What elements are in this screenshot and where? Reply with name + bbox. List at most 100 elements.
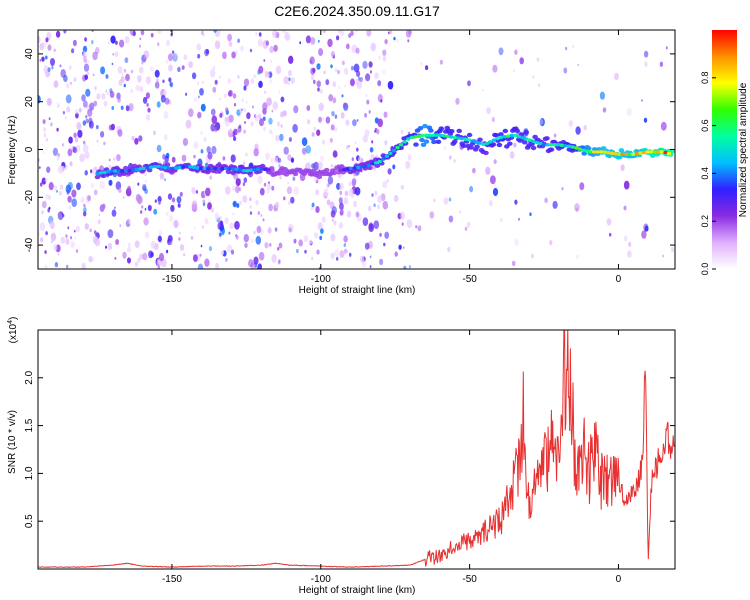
spectrogram-cell <box>87 60 90 64</box>
spectrogram-cell <box>417 225 422 232</box>
spectrogram-cell <box>69 236 73 240</box>
spectrogram-cell <box>275 201 280 209</box>
spectrogram-cell <box>314 232 319 239</box>
spectrogram-cell <box>167 193 173 200</box>
spectrogram-cell <box>120 105 124 111</box>
spectrogram-panel: -150 -100 -50 0 -40 -20 0 20 40 Height of strai… <box>7 29 676 296</box>
ridge-cell <box>521 140 528 145</box>
spectrogram-cell <box>212 86 217 93</box>
spectrogram-cell <box>44 177 48 183</box>
spectrogram-cell <box>249 197 252 201</box>
spectrogram-cell <box>156 78 159 83</box>
spectrogram-cell <box>220 250 224 256</box>
spectrogram-cell <box>327 183 330 187</box>
spectrogram-cell <box>197 53 201 59</box>
spectrogram-cell <box>157 195 162 203</box>
spectrogram-cell <box>246 112 251 120</box>
spectrogram-cell <box>280 96 285 103</box>
spectrogram-cell <box>71 189 77 198</box>
spectrogram-cell <box>609 232 612 237</box>
spectrogram-cell <box>158 230 163 236</box>
spectrogram-cell <box>255 199 259 206</box>
spectrogram-cell <box>199 253 202 257</box>
spectrogram-cell <box>511 260 516 267</box>
spectrogram-cell <box>211 115 218 124</box>
spectrogram-cell <box>134 137 139 145</box>
ridge-cell <box>477 137 483 142</box>
spectrogram-cell <box>316 129 321 136</box>
y-tick-label: 1.5 <box>24 418 35 432</box>
spectrogram-cell <box>82 120 87 126</box>
spectrogram-cell <box>662 254 665 258</box>
spectrogram-cell <box>239 200 242 205</box>
spectrogram-cell <box>244 242 248 248</box>
spectrogram-cell <box>142 96 148 104</box>
spectrogram-cell <box>536 57 540 62</box>
spectrogram-cell <box>387 31 390 35</box>
spectrogram-cell <box>338 85 341 90</box>
spectrogram-cell <box>200 131 203 135</box>
spectrogram-cell <box>626 108 632 116</box>
spectrogram-cell <box>512 69 516 73</box>
ridge-peak <box>456 136 461 140</box>
spectrogram-cell <box>177 203 181 208</box>
spectrogram-cell <box>100 131 105 138</box>
spectrogram-cell <box>157 235 162 243</box>
spectrogram-cell <box>84 223 90 230</box>
spectrogram-cell <box>38 166 41 170</box>
spectrogram-cell <box>59 64 62 68</box>
spectrogram-cell <box>159 172 165 180</box>
ridge-peak <box>206 166 211 171</box>
y-tick-label: 20 <box>24 96 35 108</box>
spectrogram-cell <box>225 186 231 195</box>
spectrogram-cell <box>172 53 178 62</box>
ridge-cell <box>164 162 171 167</box>
spectrogram-cell <box>214 212 220 220</box>
spectrogram-cell <box>392 164 396 170</box>
spectrogram-cell <box>250 78 255 84</box>
ridge-peak <box>138 167 143 171</box>
spectrogram-cell <box>50 58 55 66</box>
spectrogram-cell <box>339 190 343 196</box>
spectrogram-cell <box>169 81 174 88</box>
ridge-peak <box>134 167 139 172</box>
spectrogram-cell <box>66 106 71 113</box>
spectrogram-cell <box>41 210 44 215</box>
ridge-peak <box>395 145 400 150</box>
spectrogram-cell <box>237 125 242 133</box>
spectrogram-cell <box>260 214 263 217</box>
ridge-peak <box>416 134 422 138</box>
spectrogram-cell <box>53 80 59 88</box>
spectrogram-cell <box>563 67 568 74</box>
ridge-peak <box>152 164 157 169</box>
spectrogram-cell <box>453 159 456 163</box>
spectrogram-cell <box>269 243 272 247</box>
spectrogram-cell <box>190 235 194 240</box>
spectrogram-cell <box>364 113 368 118</box>
spectrogram-cell <box>111 106 114 110</box>
spectrogram-cell <box>83 203 86 208</box>
spectrogram-cell <box>139 44 141 48</box>
ridge-peak <box>649 150 654 154</box>
spectrogram-cell <box>56 156 60 161</box>
ridge-peak <box>470 139 475 143</box>
spectrogram-cell <box>259 187 265 196</box>
spectrogram-cell <box>319 235 323 241</box>
spectrogram-cell <box>208 246 213 252</box>
spectrogram-cell <box>164 155 169 163</box>
ridge-peak <box>452 135 457 140</box>
spectrogram-cell <box>227 78 232 84</box>
ridge-cell <box>323 167 330 173</box>
spectrogram-cell <box>265 40 270 46</box>
spectrogram-cell <box>140 30 145 36</box>
spectrogram-cell <box>348 188 354 197</box>
spectrogram-cell <box>382 200 389 210</box>
spectrogram-cell <box>87 108 93 117</box>
spectrogram-cell <box>577 63 579 67</box>
ridge-peak <box>388 151 393 155</box>
spectrogram-cell <box>106 91 109 96</box>
spectrogram-cell <box>204 48 209 57</box>
spectrogram-cell <box>268 203 273 212</box>
spectrogram-cell <box>364 242 370 250</box>
spectrogram-cell <box>401 222 404 226</box>
